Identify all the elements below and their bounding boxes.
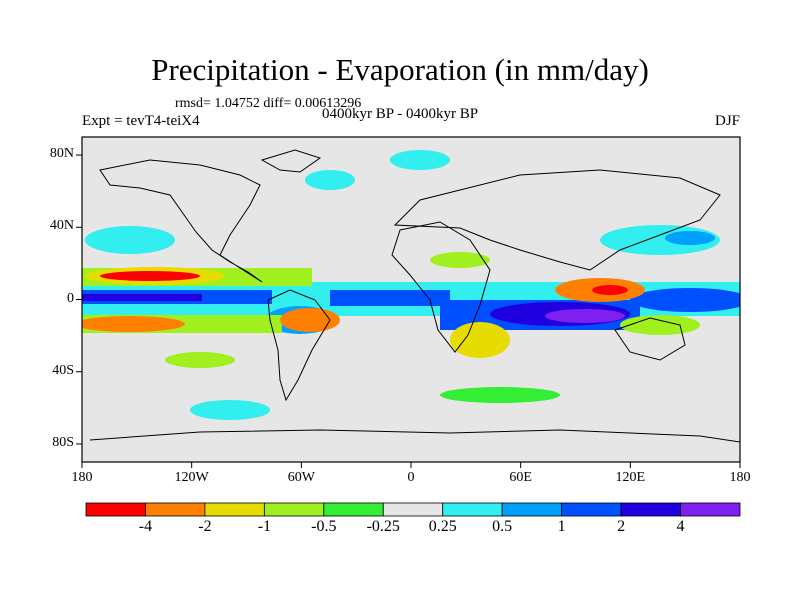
colorbar-swatch [620,502,681,517]
colorbar-swatch [85,502,146,517]
coastlines [89,149,740,443]
colorbar-swatch [204,502,265,517]
colorbar-label: -4 [138,518,153,535]
colorbar-swatch [501,502,563,517]
colorbar-swatch [323,502,384,517]
lon-tick-label: 120E [615,470,646,485]
colorbar-label: -0.25 [366,518,400,535]
colorbar-label: 4 [676,518,685,535]
colorbar-label: 1 [557,518,566,535]
colorbar [85,502,741,517]
colorbar-swatch [680,502,741,517]
lon-tick-label: 180 [71,470,93,485]
colorbar-swatch [561,502,622,517]
colorbar-label: -1 [257,518,272,535]
colorbar-label: 0.25 [428,518,457,535]
lon-tick-label: 60E [509,470,532,485]
lat-tick-label: 80S [52,434,74,450]
lat-tick-label: 80N [49,146,74,162]
colorbar-swatch [145,502,206,517]
colorbar-swatch [442,502,503,517]
colorbar-label: 2 [617,518,626,535]
figure-title: Precipitation - Evaporation (in mm/day) [151,52,649,87]
lon-tick-marks [81,462,741,468]
lon-tick-label: 60W [287,470,315,485]
experiment-label: Expt = tevT4-teiX4 [82,113,200,129]
lat-tick-label: 40S [52,362,74,378]
period-subtitle: 0400kyr BP - 0400kyr BP [322,106,479,122]
stats-text: rmsd= 1.04752 diff= 0.00613296 [175,96,362,111]
colorbar-label: 0.5 [492,518,513,535]
lon-tick-label: 180 [729,470,751,485]
colorbar-label: -0.5 [311,518,337,535]
lat-tick-marks [76,154,82,445]
lon-tick-label: 0 [407,470,415,485]
colorbar-label: -2 [198,518,212,535]
lon-tick-label: 120W [174,470,209,485]
colorbar-swatch [263,502,325,517]
lat-tick-label: 0 [67,290,74,306]
lat-tick-label: 40N [49,218,74,234]
field-negative-bands [82,252,700,403]
colorbar-swatch [382,502,444,517]
season-label: DJF [714,113,740,129]
